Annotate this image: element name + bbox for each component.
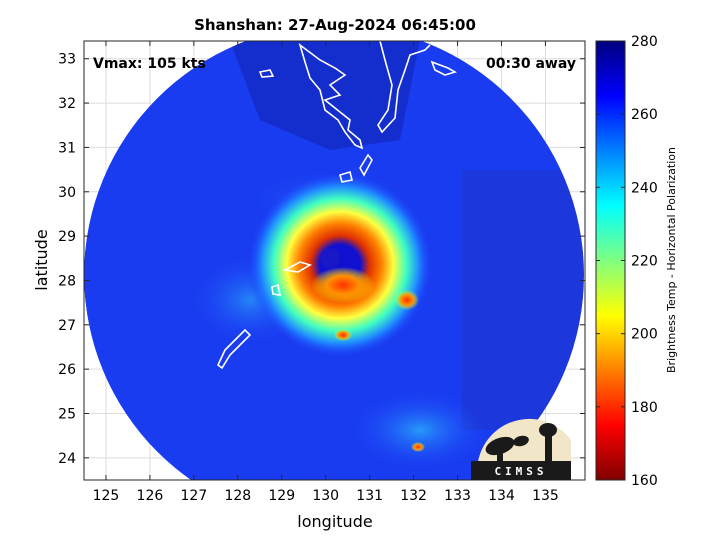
x-tick-label: 127: [181, 488, 208, 504]
colorbar-ticks: 160 180 200 220 240 260 280: [596, 34, 658, 489]
x-tick-label: 129: [268, 488, 295, 504]
rainband-hotspot-southeast: [411, 442, 425, 452]
y-tick-label: 29: [58, 229, 76, 245]
x-tick-label: 133: [444, 488, 471, 504]
axes-frame: [83, 40, 586, 481]
island-tanegashima: [339, 170, 353, 183]
swath-north-dark: [230, 41, 420, 150]
x-tick-label: 135: [532, 488, 559, 504]
rainband-hotspot-south: [334, 329, 352, 341]
x-tick-label: 130: [312, 488, 339, 504]
colorbar-tick-label: 260: [631, 107, 658, 123]
x-tick-label: 131: [356, 488, 383, 504]
colorbar-tick-label: 280: [631, 34, 658, 50]
x-tick-label: 128: [224, 488, 251, 504]
y-tick-label: 32: [58, 96, 76, 112]
vmax-annotation: Vmax: 105 kts: [93, 56, 206, 72]
colorbar-tick-label: 160: [631, 473, 658, 489]
logo-dish-icon: [485, 436, 515, 456]
storm-eye: [320, 248, 340, 268]
island-okinawa: [217, 328, 252, 370]
logo-tower-icon: [545, 430, 552, 461]
y-tick-label: 30: [58, 185, 76, 201]
chart-title: Shanshan: 27-Aug-2024 06:45:00: [194, 16, 476, 34]
coastline-east-island: [430, 60, 458, 76]
logo-dish-small-icon: [513, 435, 529, 447]
y-tick-label: 33: [58, 52, 76, 68]
y-axis-ticks: 24 25 26 27 28 29 30 31 32 33: [58, 52, 585, 467]
colorbar-tick-label: 240: [631, 180, 658, 196]
coastlines: [114, 41, 458, 425]
colorbar-tick-label: 220: [631, 254, 658, 270]
y-tick-label: 25: [58, 406, 76, 422]
island-yakushima: [359, 153, 373, 177]
island-okinawa-north: [271, 283, 282, 296]
colorbar-label: Brightness Temp - Horizontal Polarizatio…: [665, 147, 678, 373]
y-tick-label: 26: [58, 362, 76, 378]
x-tick-label: 132: [400, 488, 427, 504]
logo-dish-stand: [497, 448, 503, 461]
y-tick-label: 28: [58, 273, 76, 289]
x-tick-label: 125: [93, 488, 120, 504]
island-north-1: [258, 69, 275, 78]
time-offset-annotation: 00:30 away: [486, 56, 576, 72]
y-axis-label: latitude: [32, 229, 51, 290]
logo-text: CIMSS: [494, 465, 547, 478]
cimss-logo: CIMSS: [471, 418, 571, 480]
x-axis-label: longitude: [297, 512, 372, 531]
logo-tower-tank: [539, 423, 557, 437]
x-axis-ticks: 125 126 127 128 129 130 131 132 133 134 135: [93, 41, 559, 504]
rainband-hotspot-east: [395, 290, 419, 310]
y-tick-label: 27: [58, 318, 76, 334]
storm-eyewall: [248, 173, 432, 357]
y-tick-label: 31: [58, 140, 76, 156]
coastline-kyushu: [298, 42, 364, 150]
y-tick-label: 24: [58, 451, 76, 467]
island-amami: [282, 261, 312, 273]
rainband-southeast: [350, 390, 490, 470]
island-southwest: [114, 416, 124, 425]
coastline-shikoku: [377, 41, 431, 134]
x-tick-label: 134: [488, 488, 515, 504]
island-north-2: [148, 42, 186, 51]
logo-band: [471, 461, 571, 480]
colorbar-tick-label: 180: [631, 400, 658, 416]
x-tick-label: 126: [137, 488, 164, 504]
eyewall-hotspot-south: [311, 267, 375, 303]
colorbar-tick-label: 200: [631, 327, 658, 343]
colorbar: [595, 40, 626, 481]
